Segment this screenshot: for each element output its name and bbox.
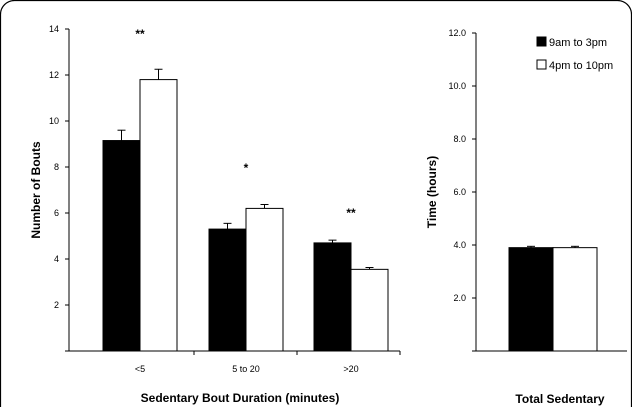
left-y-axis-title: Number of Bouts xyxy=(29,141,43,239)
right-error-bars xyxy=(527,245,579,248)
right-bar-1-1 xyxy=(508,247,554,352)
left-bar-1-2 xyxy=(208,228,247,352)
right-y-tick-label: 12.0 xyxy=(448,28,466,38)
left-significance-marker: * xyxy=(244,161,249,175)
right-y-ticks: 2.0 4.0 6.0 8.0 10.0 12.0 xyxy=(448,28,476,352)
legend-label-series-1: 9am to 3pm xyxy=(549,37,607,49)
left-x-tick-label: 5 to 20 xyxy=(232,364,260,374)
left-y-tick-label: 10 xyxy=(49,116,59,126)
left-x-ticks: <5 5 to 20 >20 xyxy=(135,351,401,374)
left-y-tick-label: 8 xyxy=(54,162,59,172)
right-y-tick-label: 8.0 xyxy=(453,134,466,144)
right-y-tick-label: 2.0 xyxy=(453,293,466,303)
left-y-ticks: 2 4 6 8 10 12 14 xyxy=(49,24,69,352)
left-bar-2-3 xyxy=(350,268,389,352)
legend-label-series-2: 4pm to 10pm xyxy=(549,60,613,72)
left-y-tick-label: 2 xyxy=(54,300,59,310)
right-y-axis-title: Time (hours) xyxy=(425,156,439,228)
left-y-tick-label: 6 xyxy=(54,208,59,218)
left-y-tick-label: 12 xyxy=(49,70,59,80)
left-significance-marker: ** xyxy=(135,27,145,41)
left-x-tick-label: <5 xyxy=(135,364,145,374)
left-bar-2-1 xyxy=(139,79,178,352)
right-bars xyxy=(508,247,598,352)
left-significance-markers: ***** xyxy=(135,27,356,220)
legend-swatch-series-1 xyxy=(536,36,547,47)
left-bar-2-2 xyxy=(245,207,284,352)
left-bar-1-1 xyxy=(102,140,141,352)
legend: 9am to 3pm 4pm to 10pm xyxy=(536,36,613,72)
left-error-bars xyxy=(117,68,374,270)
left-y-tick-label: 14 xyxy=(49,24,59,34)
right-y-tick-label: 6.0 xyxy=(453,187,466,197)
left-x-tick-label: >20 xyxy=(343,364,358,374)
left-x-axis-title: Sedentary Bout Duration (minutes) xyxy=(141,391,340,405)
left-bars xyxy=(102,79,389,352)
right-x-axis-title: Total Sedentary xyxy=(515,392,604,406)
right-chart-time: 2.0 4.0 6.0 8.0 10.0 12.0 Time (hours) Total … xyxy=(425,28,627,406)
left-y-tick-label: 4 xyxy=(54,254,59,264)
right-y-tick-label: 4.0 xyxy=(453,240,466,250)
legend-swatch-series-2 xyxy=(536,59,547,70)
left-significance-marker: ** xyxy=(346,206,356,220)
left-bar-1-3 xyxy=(313,242,352,352)
right-bar-2-1 xyxy=(552,247,598,352)
right-y-tick-label: 10.0 xyxy=(448,81,466,91)
